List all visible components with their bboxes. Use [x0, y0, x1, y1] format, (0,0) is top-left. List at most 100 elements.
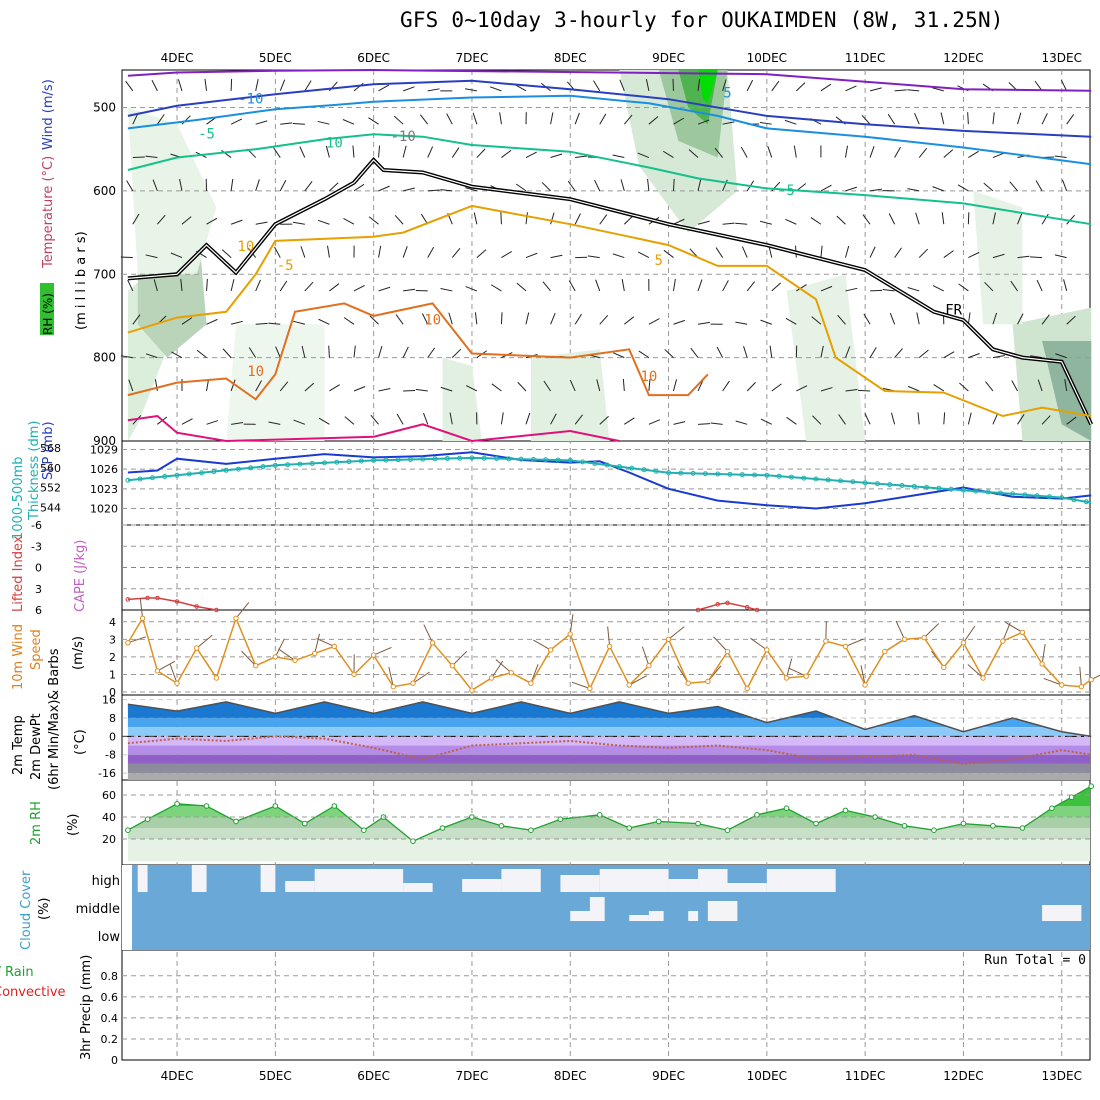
thickness-marker	[494, 456, 500, 462]
wind-barb	[624, 316, 635, 325]
cloud-clear	[570, 911, 600, 921]
wind-speed-marker	[351, 671, 357, 678]
surface-wind-barb	[1043, 677, 1062, 686]
thickness-marker	[432, 456, 438, 462]
wind-barb	[845, 245, 850, 258]
wind-barb	[768, 245, 773, 258]
wind-barb	[983, 182, 994, 192]
rh-marker	[724, 827, 731, 834]
thickness-marker	[936, 485, 942, 491]
rh-marker	[410, 838, 416, 845]
surface-wind-barb	[241, 650, 257, 667]
wind-barb	[451, 147, 460, 158]
wind-barb	[638, 350, 650, 359]
wind-barb	[992, 413, 999, 425]
wind-barb	[596, 379, 601, 392]
wind-barb	[1030, 355, 1043, 359]
wind-barb	[967, 412, 972, 425]
slp-tick: 1026	[90, 463, 118, 476]
contour-label: 5	[723, 86, 731, 102]
wind-barb	[619, 79, 625, 92]
wind-barb	[599, 214, 608, 225]
cloud-clear	[560, 875, 600, 892]
thickness-marker	[1046, 494, 1052, 500]
wind-barb	[968, 150, 979, 158]
wind-barb	[697, 179, 702, 192]
thickness-marker	[690, 470, 696, 476]
wind-barb	[451, 248, 461, 258]
wind-barb	[329, 182, 339, 192]
wind-barb	[869, 246, 876, 258]
wind-speed-marker	[606, 643, 613, 650]
wind-barb	[343, 218, 355, 225]
wind-barb	[1011, 380, 1018, 392]
x-tick-top: 7DEC	[456, 51, 489, 65]
x-tick-top: 5DEC	[259, 51, 292, 65]
wind-barb	[599, 315, 609, 325]
thickness-marker	[235, 466, 241, 472]
surface-wind-barb	[571, 681, 591, 689]
wind-barb	[476, 148, 486, 158]
wind-barb	[343, 317, 355, 325]
rh-band	[127, 828, 1090, 839]
wind-barb	[318, 417, 330, 425]
surface-wind-barb	[423, 624, 434, 644]
surface-wind-barb	[533, 639, 551, 651]
wind-barb	[293, 320, 305, 325]
thickness-marker	[678, 470, 684, 476]
wind-speed-marker	[370, 652, 377, 658]
wind-barb	[550, 413, 557, 425]
wind-barb	[318, 318, 330, 325]
thickness-marker	[420, 456, 426, 462]
wind-speed-marker	[823, 638, 829, 644]
thickness-marker	[911, 483, 917, 489]
slp-line	[127, 451, 1092, 510]
wind-barb	[574, 313, 582, 325]
surface-wind-barb	[316, 637, 335, 647]
wind-barb	[491, 383, 502, 392]
wind-barb	[489, 86, 502, 92]
lifted-index-marker	[695, 607, 701, 613]
y-label-wind: Wind (m/s)	[41, 79, 56, 150]
wind-barb	[206, 379, 210, 392]
wind-barb	[127, 279, 134, 292]
surface-wind-barb	[860, 665, 866, 686]
wind-speed-marker	[469, 687, 475, 693]
rh-marker	[331, 803, 338, 809]
wind-barb	[152, 179, 158, 192]
wind-barb	[465, 385, 478, 392]
x-tick-bottom: 13DEC	[1042, 1069, 1082, 1083]
x-tick-top: 9DEC	[652, 51, 685, 65]
x-tick-top: 8DEC	[554, 51, 587, 65]
rh-band	[127, 839, 1090, 861]
wind-speed-marker	[842, 643, 849, 650]
thickness-marker	[948, 486, 954, 492]
wind-barb	[206, 278, 208, 291]
wind-barb	[746, 79, 754, 92]
surface-wind-barb	[713, 636, 728, 652]
wind-barb	[595, 279, 601, 292]
wind-tick: 4	[109, 616, 116, 629]
surface-wind-barb	[196, 634, 213, 649]
thickness-marker	[186, 471, 192, 477]
thickness-marker	[874, 481, 880, 487]
wind-barb	[255, 120, 268, 125]
wind-barb	[869, 188, 883, 192]
contour-label: 10	[326, 136, 343, 152]
wind-barb	[170, 252, 183, 259]
wind-barb	[301, 345, 306, 358]
wind-barb	[914, 112, 920, 125]
wind-barb	[180, 278, 183, 291]
wind-barb	[1009, 181, 1018, 192]
surface-wind-barb	[278, 648, 296, 661]
wind-barb	[648, 318, 660, 325]
wind-barb	[525, 312, 530, 325]
thickness-marker	[715, 471, 721, 477]
wind-barb	[870, 289, 883, 292]
wind-barb	[329, 283, 340, 292]
wind-barb	[811, 316, 822, 325]
wind-barb	[810, 217, 822, 225]
wind-barb	[933, 384, 945, 392]
slp-tick: 1020	[90, 502, 118, 515]
wind-barb	[402, 246, 408, 258]
